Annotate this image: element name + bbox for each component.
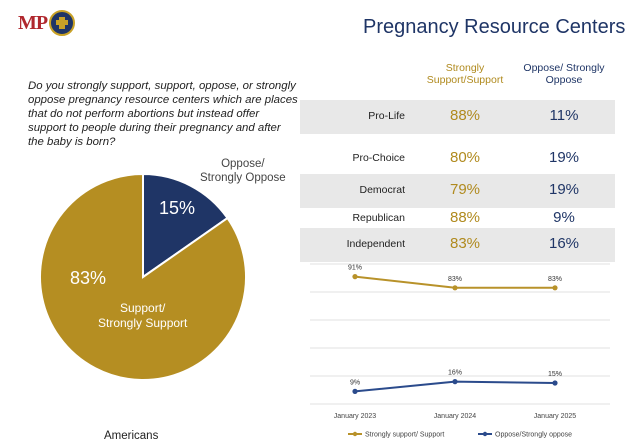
table-row: Democrat 79% 19%	[300, 174, 615, 208]
pie-value-oppose: 15%	[159, 198, 196, 218]
x-tick-label: January 2025	[534, 413, 577, 420]
seal-icon	[49, 10, 76, 36]
data-label-support: 83%	[548, 276, 562, 283]
page-title: Pregnancy Resource Centers	[363, 16, 626, 38]
row-label: Democrat	[359, 184, 405, 196]
row-support-value: 88%	[449, 107, 481, 124]
data-point-oppose	[552, 380, 558, 386]
header: MP Pregnancy Resource Centers	[0, 0, 640, 48]
x-tick-label: January 2024	[434, 413, 477, 420]
data-label-oppose: 16%	[448, 370, 462, 377]
row-oppose-value: 9%	[553, 209, 575, 226]
pie-chart	[39, 172, 247, 381]
legend-marker-oppose	[482, 431, 488, 437]
logo-text: MP	[18, 11, 48, 34]
pie-slice-oppose	[142, 172, 229, 279]
row-label: Pro-Choice	[352, 152, 405, 164]
row-support-value: 88%	[449, 209, 481, 226]
table-row: Independent 83% 16%	[300, 228, 615, 262]
row-oppose-value: 16%	[548, 235, 580, 252]
table-row: Pro-Choice 80% 19%	[300, 142, 615, 176]
data-label-oppose: 9%	[350, 379, 360, 386]
row-label: Republican	[352, 212, 405, 224]
row-support-value: 83%	[449, 235, 481, 252]
data-point-support	[552, 285, 558, 291]
row-oppose-value: 19%	[548, 181, 580, 198]
data-point-oppose	[452, 379, 458, 385]
pie-label-oppose: Oppose/ Strongly Oppose	[200, 158, 286, 186]
row-label: Pro-Life	[368, 110, 405, 122]
legend-label-support: Strongly support/ Support	[365, 432, 444, 439]
pie-value-support: 83%	[70, 268, 107, 288]
survey-question: Do you strongly support, support, oppose…	[28, 80, 298, 148]
row-support-value: 79%	[449, 181, 481, 198]
column-header-support: Strongly Support/Support	[426, 62, 504, 87]
table-row: Republican 88% 9%	[300, 202, 615, 236]
row-oppose-value: 19%	[548, 149, 580, 166]
data-label-oppose: 15%	[548, 371, 562, 378]
pie-slice-support	[39, 172, 247, 381]
pie-label-support-line1: Support/	[120, 301, 166, 315]
mp-logo: MP	[18, 8, 78, 38]
table-row: Pro-Life 88% 11%	[300, 100, 615, 134]
data-label-support: 83%	[448, 276, 462, 283]
data-point-oppose	[352, 388, 358, 394]
pie-label-oppose-line2: Strongly Oppose	[200, 171, 286, 184]
pie-caption: Americans	[104, 430, 159, 442]
legend-marker-support	[352, 431, 358, 437]
row-support-value: 80%	[449, 149, 481, 166]
data-point-support	[452, 285, 458, 291]
pie-label-support-line2: Strongly Support	[98, 316, 188, 330]
data-label-support: 91%	[348, 265, 362, 272]
pie-label-support: Support/ Strongly Support	[98, 301, 187, 331]
column-header-oppose: Oppose/ Strongly Oppose	[523, 62, 605, 87]
row-label: Independent	[346, 238, 405, 250]
data-point-support	[352, 274, 358, 280]
trend-line-chart: 91% 83% 83% 9% 16% 15% January 2023 January 202…	[310, 263, 610, 439]
pie-label-oppose-line1: Oppose/	[221, 158, 265, 170]
legend-label-oppose: Oppose/Strongly oppose	[495, 432, 572, 439]
row-oppose-value: 11%	[549, 107, 579, 124]
x-tick-label: January 2023	[334, 413, 377, 420]
